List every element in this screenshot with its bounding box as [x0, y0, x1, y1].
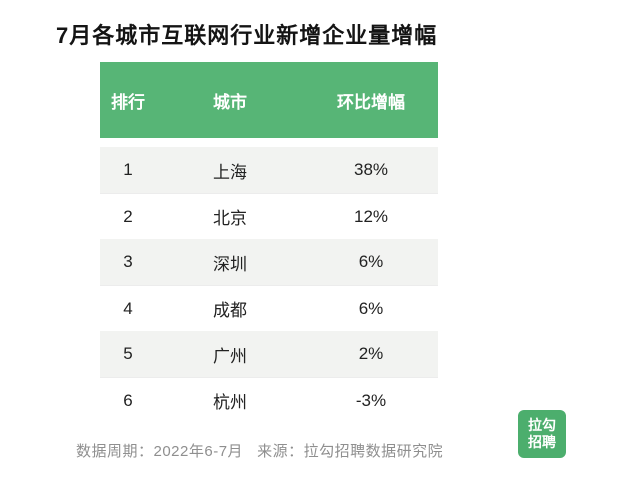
logo-line2: 招聘	[528, 434, 556, 450]
table-row: 4 成都 6%	[100, 285, 438, 331]
cell-city: 深圳	[213, 254, 247, 274]
cell-city: 成都	[213, 301, 247, 320]
data-period-text: 数据周期：2022年6-7月	[76, 443, 244, 460]
cell-growth: 2%	[358, 344, 384, 363]
header-growth: 环比增幅	[337, 92, 405, 112]
cell-rank: 5	[123, 344, 133, 363]
cell-city: 广州	[213, 346, 247, 366]
cell-rank: 3	[123, 252, 133, 271]
cell-rank: 2	[123, 206, 133, 226]
lagou-logo: 拉勾 招聘	[518, 410, 566, 458]
cell-city: 杭州	[213, 393, 247, 412]
cell-growth: 38%	[353, 160, 389, 179]
page-title: 7月各城市互联网行业新增企业量增幅	[56, 23, 438, 48]
table-row: 6 杭州 -3%	[100, 377, 438, 423]
cell-growth: -3%	[355, 390, 387, 410]
table-row: 3 深圳 6%	[100, 239, 438, 285]
table-row: 5 广州 2%	[100, 331, 438, 377]
header-city: 城市	[213, 92, 247, 112]
cell-rank: 4	[123, 298, 133, 318]
table-header-row: 排行 城市 环比增幅	[100, 62, 438, 138]
data-source-note: 数据周期：2022年6-7月 来源：拉勾招聘数据研究院	[76, 440, 443, 461]
table-row: 2 北京 12%	[100, 193, 438, 239]
data-source-text: 来源：拉勾招聘数据研究院	[257, 443, 444, 460]
cell-growth: 6%	[358, 252, 384, 271]
header-rank: 排行	[111, 92, 145, 112]
table-body: 1 上海 38% 2 北京 12% 3 深圳 6% 4 成都 6% 5 广州	[100, 147, 438, 423]
cell-growth: 12%	[353, 206, 389, 226]
table-row: 1 上海 38%	[100, 147, 438, 193]
growth-table: 排行 城市 环比增幅 1 上海 38% 2 北京 12% 3 深圳 6% 4	[100, 62, 438, 423]
logo-line1: 拉勾	[528, 416, 556, 433]
cell-rank: 1	[123, 160, 133, 179]
header-gap	[100, 138, 438, 147]
cell-city: 北京	[213, 209, 247, 228]
cell-city: 上海	[213, 162, 247, 182]
cell-growth: 6%	[358, 298, 384, 318]
cell-rank: 6	[123, 390, 133, 410]
